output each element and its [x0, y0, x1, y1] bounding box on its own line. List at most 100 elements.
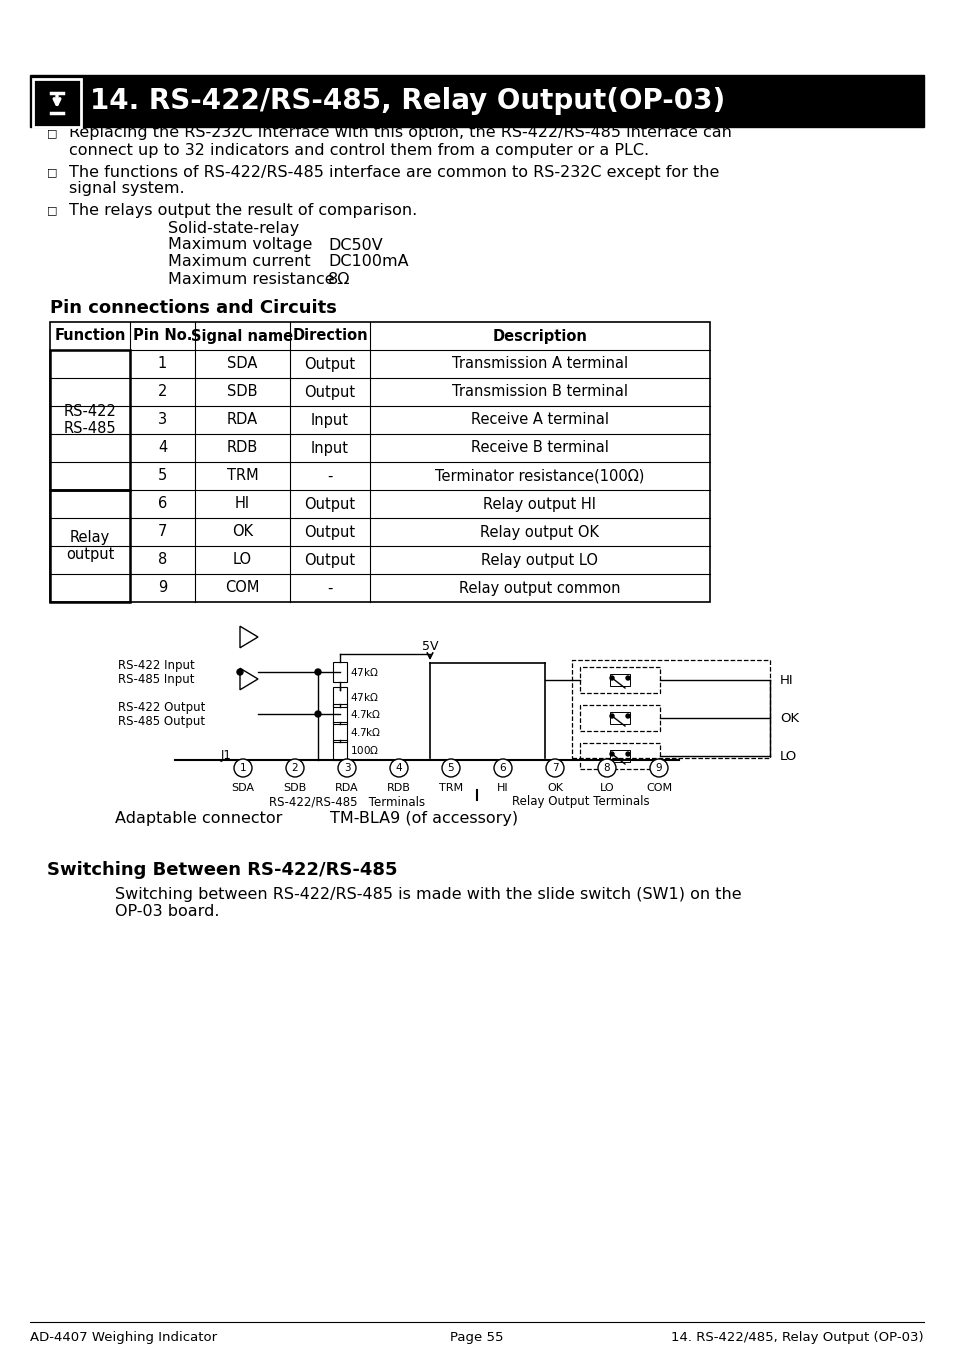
Text: 2: 2	[292, 763, 298, 773]
Text: RDA: RDA	[335, 784, 358, 793]
Text: 7: 7	[551, 763, 558, 773]
Text: RDA: RDA	[227, 412, 258, 427]
Bar	[333, 662, 347, 682]
Text: Solid-state-relay: Solid-state-relay	[168, 220, 299, 235]
Text: COM: COM	[225, 581, 259, 596]
Text: 8Ω: 8Ω	[328, 272, 350, 286]
Bar	[50, 322, 709, 603]
Circle shape	[337, 759, 355, 777]
Text: □: □	[47, 128, 57, 138]
Circle shape	[545, 759, 563, 777]
Text: Maximum resistance: Maximum resistance	[168, 272, 335, 286]
Text: SDA: SDA	[232, 784, 254, 793]
Text: connect up to 32 indicators and control them from a computer or a PLC.: connect up to 32 indicators and control …	[69, 142, 648, 158]
Text: 9: 9	[157, 581, 167, 596]
Bar	[30, 76, 923, 127]
Text: 5: 5	[447, 763, 454, 773]
Bar	[609, 674, 629, 686]
Bar	[579, 667, 659, 693]
Text: 4: 4	[395, 763, 402, 773]
Text: Transmission B terminal: Transmission B terminal	[452, 385, 627, 400]
Circle shape	[314, 711, 320, 717]
Bar	[333, 704, 347, 724]
Text: Direction: Direction	[292, 328, 368, 343]
Text: RS-485 Output: RS-485 Output	[118, 715, 205, 727]
Text: 8: 8	[603, 763, 610, 773]
Text: 47k$\Omega$: 47k$\Omega$	[350, 690, 378, 703]
Text: 4.7k$\Omega$: 4.7k$\Omega$	[350, 708, 381, 720]
Text: Output: Output	[304, 385, 355, 400]
Text: Output: Output	[304, 553, 355, 567]
Text: 14. RS-422/485, Relay Output (OP-03): 14. RS-422/485, Relay Output (OP-03)	[671, 1332, 923, 1344]
Text: Relay output LO: Relay output LO	[481, 553, 598, 567]
Text: 7: 7	[157, 524, 167, 539]
Text: 9: 9	[655, 763, 661, 773]
Text: Pin No.: Pin No.	[132, 328, 192, 343]
Bar	[609, 712, 629, 724]
Text: Relay output HI: Relay output HI	[483, 497, 596, 512]
Text: Receive A terminal: Receive A terminal	[471, 412, 608, 427]
Bar	[333, 688, 347, 707]
Text: □: □	[47, 168, 57, 177]
Text: LO: LO	[233, 553, 252, 567]
Text: SDA: SDA	[227, 357, 257, 372]
Text: Maximum voltage: Maximum voltage	[168, 238, 312, 253]
Circle shape	[494, 759, 512, 777]
Circle shape	[390, 759, 408, 777]
Circle shape	[598, 759, 616, 777]
Text: 14. RS-422/RS-485, Relay Output(OP-03): 14. RS-422/RS-485, Relay Output(OP-03)	[90, 86, 724, 115]
Text: COM: COM	[645, 784, 671, 793]
Text: The relays output the result of comparison.: The relays output the result of comparis…	[69, 203, 416, 218]
Text: TRM: TRM	[227, 469, 258, 484]
Text: Input: Input	[311, 440, 349, 455]
Text: OK: OK	[780, 712, 799, 724]
Text: Page 55: Page 55	[450, 1332, 503, 1344]
Text: SDB: SDB	[227, 385, 257, 400]
Text: LO: LO	[780, 750, 797, 762]
Circle shape	[233, 759, 252, 777]
Circle shape	[625, 676, 629, 680]
Text: Relay output common: Relay output common	[458, 581, 620, 596]
Text: 4: 4	[157, 440, 167, 455]
Text: 6: 6	[499, 763, 506, 773]
Text: RS-485 Input: RS-485 Input	[118, 673, 194, 685]
Text: Transmission A terminal: Transmission A terminal	[452, 357, 627, 372]
Text: OK: OK	[232, 524, 253, 539]
Text: Switching between RS-422/RS-485 is made with the slide switch (SW1) on the: Switching between RS-422/RS-485 is made …	[115, 888, 740, 902]
Text: Signal name: Signal name	[192, 328, 294, 343]
Bar	[579, 743, 659, 769]
Text: 1: 1	[239, 763, 246, 773]
Text: □: □	[47, 205, 57, 215]
Bar	[579, 705, 659, 731]
Bar	[50, 350, 130, 490]
Circle shape	[441, 759, 459, 777]
Text: signal system.: signal system.	[69, 181, 185, 196]
Text: 47k$\Omega$: 47k$\Omega$	[350, 666, 378, 678]
Text: RS-422 Output: RS-422 Output	[118, 701, 205, 713]
Text: HI: HI	[234, 497, 250, 512]
Text: AD-4407 Weighing Indicator: AD-4407 Weighing Indicator	[30, 1332, 217, 1344]
Circle shape	[286, 759, 304, 777]
Text: 5: 5	[157, 469, 167, 484]
Text: Adaptable connector: Adaptable connector	[115, 811, 282, 825]
Circle shape	[236, 669, 243, 676]
Circle shape	[609, 753, 614, 757]
Text: RS-422/RS-485   Terminals: RS-422/RS-485 Terminals	[269, 796, 425, 808]
Text: Switching Between RS-422/RS-485: Switching Between RS-422/RS-485	[47, 861, 397, 880]
Text: RS-422 Input: RS-422 Input	[118, 658, 194, 671]
Text: The functions of RS-422/RS-485 interface are common to RS-232C except for the: The functions of RS-422/RS-485 interface…	[69, 165, 719, 180]
Bar	[33, 78, 81, 127]
Text: 1: 1	[157, 357, 167, 372]
Text: Replacing the RS-232C interface with this option, the RS-422/RS-485 interface ca: Replacing the RS-232C interface with thi…	[69, 126, 731, 141]
Text: TRM: TRM	[438, 784, 462, 793]
Text: OK: OK	[546, 784, 562, 793]
Text: Pin connections and Circuits: Pin connections and Circuits	[50, 299, 336, 317]
Bar	[333, 721, 347, 742]
Circle shape	[609, 713, 614, 717]
Text: Description: Description	[492, 328, 587, 343]
Text: Maximum current: Maximum current	[168, 254, 311, 269]
Circle shape	[625, 713, 629, 717]
Text: DC100mA: DC100mA	[328, 254, 408, 269]
Text: Relay Output Terminals: Relay Output Terminals	[512, 796, 649, 808]
Bar	[572, 661, 769, 758]
